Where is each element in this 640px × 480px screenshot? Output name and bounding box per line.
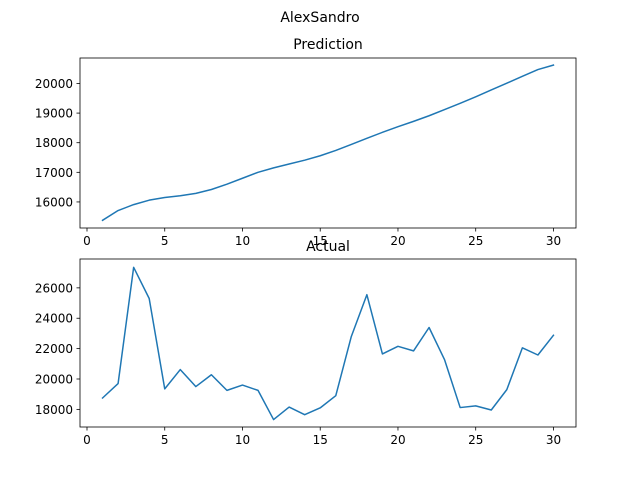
actual-y-tick-label: 24000 xyxy=(35,312,73,326)
prediction-x-tick-label: 25 xyxy=(468,234,483,248)
actual-y-tick-label: 18000 xyxy=(35,403,73,417)
actual-x-tick-label: 15 xyxy=(313,433,328,447)
prediction-x-tick-label: 15 xyxy=(313,234,328,248)
prediction-x-tick-label: 10 xyxy=(235,234,250,248)
prediction-y-tick-label: 17000 xyxy=(35,166,73,180)
actual-x-tick-label: 0 xyxy=(83,433,91,447)
actual-chart-title: Actual xyxy=(306,239,350,255)
prediction-x-tick-label: 5 xyxy=(161,234,169,248)
actual-y-tick-label: 22000 xyxy=(35,342,73,356)
prediction-x-tick-label: 0 xyxy=(83,234,91,248)
actual-x-tick-label: 30 xyxy=(546,433,561,447)
prediction-chart: Prediction 0 5 10 15 20 25 30 16000 17000 18000 19… xyxy=(35,37,577,248)
prediction-y-tick-label: 19000 xyxy=(35,107,73,121)
actual-y-tick-label: 20000 xyxy=(35,373,73,387)
actual-y-tick-label: 26000 xyxy=(35,281,73,295)
actual-chart: 0 5 10 15 20 25 30 18000 20000 22000 24000 26000 xyxy=(35,258,577,447)
actual-axes-frame xyxy=(79,258,577,428)
actual-series-line xyxy=(101,266,555,421)
actual-x-tick-label: 5 xyxy=(161,433,169,447)
actual-x-tick-label: 10 xyxy=(235,433,250,447)
actual-x-tick-label: 25 xyxy=(468,433,483,447)
actual-x-tick-label: 20 xyxy=(390,433,405,447)
prediction-series-line xyxy=(101,64,555,222)
figure-suptitle: AlexSandro xyxy=(280,10,359,26)
prediction-y-tick-label: 20000 xyxy=(35,77,73,91)
prediction-y-tick-label: 18000 xyxy=(35,136,73,150)
prediction-axes-frame xyxy=(79,57,577,229)
prediction-chart-title: Prediction xyxy=(293,37,363,53)
prediction-y-tick-label: 16000 xyxy=(35,195,73,209)
prediction-x-tick-label: 20 xyxy=(390,234,405,248)
prediction-x-tick-label: 30 xyxy=(546,234,561,248)
